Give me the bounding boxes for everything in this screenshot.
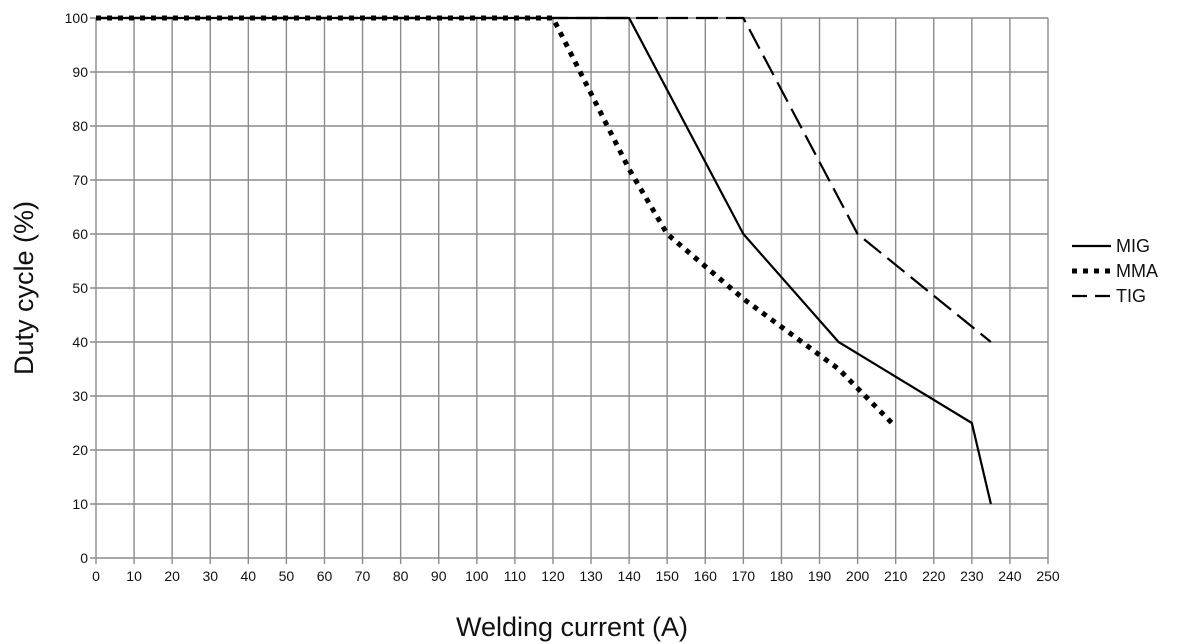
x-tick-label: 230	[960, 568, 984, 584]
y-tick-label: 10	[72, 496, 88, 512]
x-tick-label: 190	[808, 568, 832, 584]
x-axis-title: Welding current (A)	[456, 612, 688, 642]
y-tick-label: 20	[72, 442, 88, 458]
x-tick-label: 180	[770, 568, 794, 584]
series-line-mig	[96, 16, 992, 505]
x-tick-label: 240	[998, 568, 1022, 584]
y-axis-ticks: 0 10 20 30 40 50 60 70 80 90 100	[65, 10, 89, 566]
x-tick-label: 50	[279, 568, 295, 584]
y-tick-label: 50	[72, 280, 88, 296]
y-tick-label: 90	[72, 64, 88, 80]
x-tick-label: 140	[617, 568, 641, 584]
x-tick-label: 70	[355, 568, 371, 584]
series-line-mma	[96, 15, 894, 425]
legend-label-tig: TIG	[1116, 286, 1146, 306]
y-tick-label: 100	[65, 10, 89, 26]
x-tick-label: 0	[92, 568, 100, 584]
x-tick-label: 10	[126, 568, 142, 584]
y-tick-label: 40	[72, 334, 88, 350]
x-tick-label: 250	[1036, 568, 1060, 584]
x-tick-label: 40	[241, 568, 257, 584]
x-tick-label: 30	[202, 568, 218, 584]
y-axis-title: Duty cycle (%)	[9, 201, 39, 375]
x-axis-ticks: 0 10 20 30 40 50 60 70 80 90 100 110 120 130 140 150 160…	[92, 568, 1060, 584]
y-tick-label: 70	[72, 172, 88, 188]
x-tick-label: 90	[431, 568, 447, 584]
x-tick-label: 170	[732, 568, 756, 584]
legend: MIG MMA TIG	[1072, 236, 1158, 306]
x-tick-label: 160	[694, 568, 718, 584]
grid	[90, 17, 1049, 564]
x-tick-label: 80	[393, 568, 409, 584]
y-tick-label: 80	[72, 118, 88, 134]
legend-label-mig: MIG	[1116, 236, 1150, 256]
series-lines	[96, 15, 992, 505]
y-tick-label: 0	[80, 550, 88, 566]
x-tick-label: 100	[465, 568, 489, 584]
series-line-tig	[96, 16, 992, 343]
x-tick-label: 120	[541, 568, 565, 584]
y-tick-label: 60	[72, 226, 88, 242]
legend-label-mma: MMA	[1116, 261, 1158, 281]
y-tick-label: 30	[72, 388, 88, 404]
x-tick-label: 210	[884, 568, 908, 584]
x-tick-label: 130	[579, 568, 603, 584]
x-tick-label: 200	[846, 568, 870, 584]
x-tick-label: 110	[504, 568, 527, 584]
x-tick-label: 20	[164, 568, 180, 584]
x-tick-label: 220	[922, 568, 946, 584]
x-tick-label: 150	[656, 568, 680, 584]
x-tick-label: 60	[317, 568, 333, 584]
